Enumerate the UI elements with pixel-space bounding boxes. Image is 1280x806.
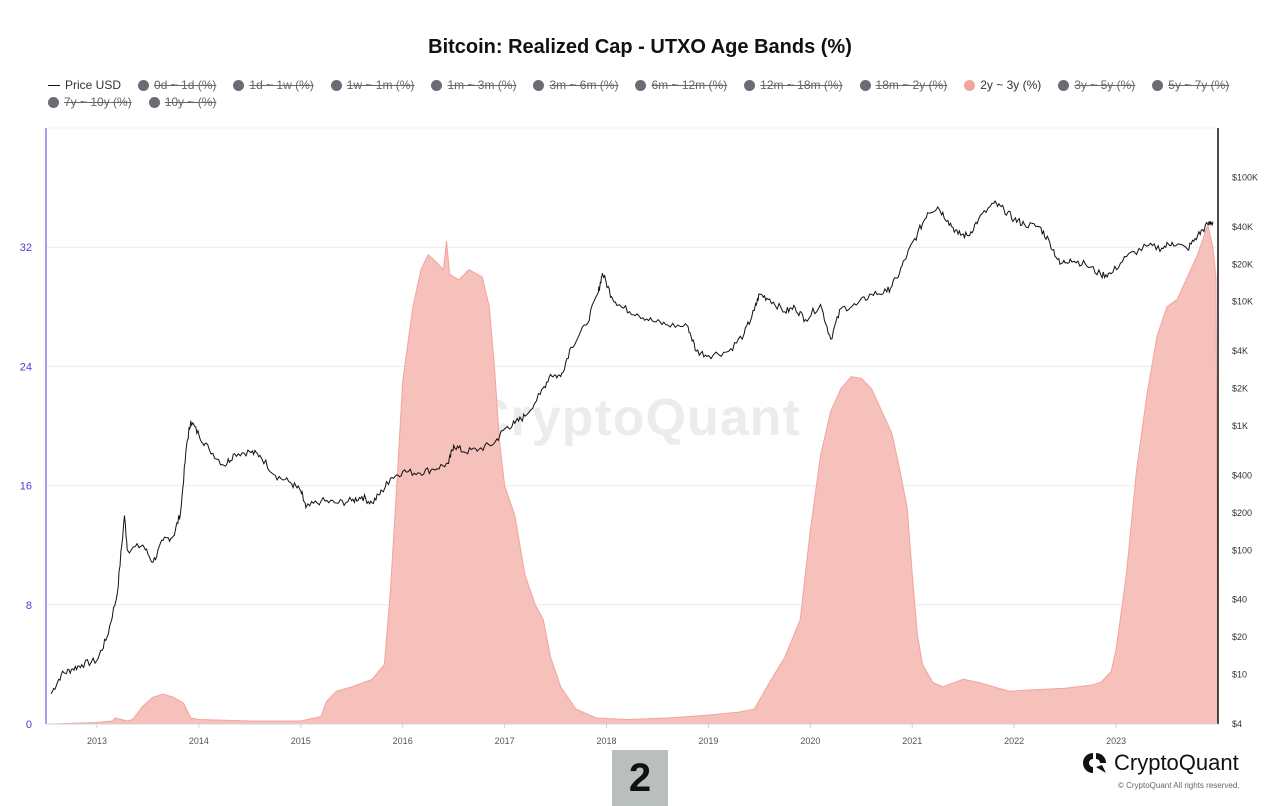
y-left-tick-label: 8 xyxy=(26,600,32,612)
x-tick-label: 2014 xyxy=(189,736,209,746)
legend-item-4[interactable]: 1m ~ 3m (%) xyxy=(431,78,516,92)
legend-label: 12m ~ 18m (%) xyxy=(760,78,843,92)
price-usd-line xyxy=(50,199,1214,695)
legend-item-9[interactable]: 2y ~ 3y (%) xyxy=(964,78,1041,92)
legend-line-swatch xyxy=(48,84,60,86)
y-right-tick-label: $20 xyxy=(1232,632,1247,642)
chart-title: Bitcoin: Realized Cap - UTXO Age Bands (… xyxy=(428,36,852,58)
y-right-tick-label: $40K xyxy=(1232,222,1253,232)
legend-dot-swatch xyxy=(533,79,545,91)
legend-item-8[interactable]: 18m ~ 2y (%) xyxy=(859,78,948,92)
legend-label: Price USD xyxy=(65,78,122,92)
legend-dot-swatch xyxy=(233,79,245,91)
x-tick-label: 2019 xyxy=(698,736,718,746)
y-right-tick-label: $40 xyxy=(1232,595,1247,605)
legend-item-11[interactable]: 5y ~ 7y (%) xyxy=(1152,78,1229,92)
y-right-tick-label: $10 xyxy=(1232,670,1247,680)
legend-item-3[interactable]: 1w ~ 1m (%) xyxy=(330,78,415,92)
y-left-tick-label: 32 xyxy=(20,242,32,254)
x-tick-label: 2023 xyxy=(1106,736,1126,746)
legend-label: 10y ~ (%) xyxy=(164,95,217,109)
x-tick-label: 2018 xyxy=(597,736,617,746)
y-right-tick-label: $1K xyxy=(1232,421,1248,431)
legend-item-0[interactable]: Price USD xyxy=(48,78,121,92)
watermark: CryptoQuant xyxy=(472,389,801,447)
y-right-tick-label: $4K xyxy=(1232,346,1248,356)
legend-item-6[interactable]: 6m ~ 12m (%) xyxy=(635,78,727,92)
legend-label: 0d ~ 1d (%) xyxy=(154,78,217,92)
legend-dot-swatch xyxy=(744,79,756,91)
legend-dot-swatch xyxy=(859,79,871,91)
y-left-tick-label: 0 xyxy=(26,719,32,731)
y-left-tick-label: 16 xyxy=(20,481,32,493)
brand-logo: CryptoQuant xyxy=(1082,750,1239,776)
legend-dot-swatch xyxy=(48,96,59,108)
page-number-badge: 2 xyxy=(612,750,668,806)
legend-dot-swatch xyxy=(635,79,647,91)
x-tick-label: 2016 xyxy=(393,736,413,746)
legend-item-7[interactable]: 12m ~ 18m (%) xyxy=(744,78,843,92)
legend-item-13[interactable]: 10y ~ (%) xyxy=(148,95,217,109)
y-right-tick-label: $400 xyxy=(1232,470,1252,480)
legend-label: 5y ~ 7y (%) xyxy=(1168,78,1230,92)
legend-item-10[interactable]: 3y ~ 5y (%) xyxy=(1058,78,1135,92)
legend-label: 18m ~ 2y (%) xyxy=(875,78,948,92)
y-right-tick-label: $2K xyxy=(1232,384,1248,394)
legend-label: 1w ~ 1m (%) xyxy=(346,78,415,92)
legend-dot-swatch xyxy=(330,79,342,91)
legend-label: 3m ~ 6m (%) xyxy=(549,78,619,92)
legend-dot-swatch xyxy=(431,79,443,91)
legend-dot-swatch xyxy=(138,79,150,91)
legend-dot-swatch xyxy=(964,79,976,91)
y-right-tick-label: $200 xyxy=(1232,508,1252,518)
legend-label: 6m ~ 12m (%) xyxy=(651,78,728,92)
legend-label: 1m ~ 3m (%) xyxy=(447,78,517,92)
y-left-tick-label: 24 xyxy=(20,361,32,373)
cryptoquant-logo-icon xyxy=(1083,753,1106,773)
legend-item-2[interactable]: 1d ~ 1w (%) xyxy=(233,78,314,92)
x-tick-label: 2022 xyxy=(1004,736,1024,746)
x-tick-label: 2013 xyxy=(87,736,107,746)
legend-item-12[interactable]: 7y ~ 10y (%) xyxy=(48,95,132,109)
legend-label: 2y ~ 3y (%) xyxy=(980,78,1042,92)
legend-label: 1d ~ 1w (%) xyxy=(249,78,314,92)
x-tick-label: 2015 xyxy=(291,736,311,746)
brand-name: CryptoQuant xyxy=(1114,750,1239,775)
x-tick-label: 2020 xyxy=(800,736,820,746)
y-right-tick-label: $100 xyxy=(1232,545,1252,555)
legend-item-1[interactable]: 0d ~ 1d (%) xyxy=(138,78,216,92)
y-right-tick-label: $20K xyxy=(1232,259,1253,269)
area-series-2y-3y xyxy=(51,222,1219,725)
y-right-tick-label: $100K xyxy=(1232,172,1258,182)
legend-label: 3y ~ 5y (%) xyxy=(1074,78,1136,92)
legend-label: 7y ~ 10y (%) xyxy=(64,95,132,109)
x-tick-label: 2017 xyxy=(495,736,515,746)
legend-dot-swatch xyxy=(1152,79,1164,91)
y-right-tick-label: $4 xyxy=(1232,719,1242,729)
legend-dot-swatch xyxy=(148,96,160,108)
y-right-tick-label: $10K xyxy=(1232,297,1253,307)
x-tick-label: 2021 xyxy=(902,736,922,746)
chart-legend: Price USD 0d ~ 1d (%) 1d ~ 1w (%) 1w ~ 1m (… xyxy=(48,78,1248,109)
legend-dot-swatch xyxy=(1058,79,1070,91)
copyright-text: © CryptoQuant All rights reserved. xyxy=(1118,781,1240,790)
legend-item-5[interactable]: 3m ~ 6m (%) xyxy=(533,78,618,92)
